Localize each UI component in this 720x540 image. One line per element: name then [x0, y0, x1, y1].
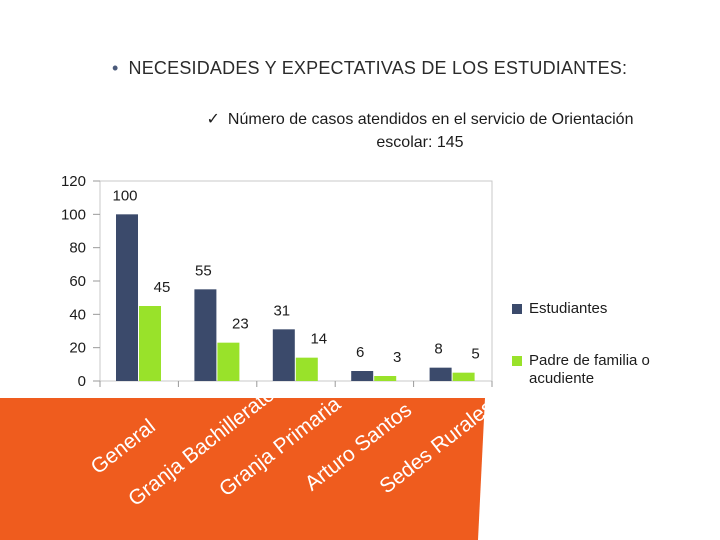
y-tick-label: 40 [69, 306, 86, 323]
legend-label-estudiantes: Estudiantes [529, 300, 608, 317]
subtitle-text: Número de casos atendidos en el servicio… [227, 111, 634, 151]
bar-padres-4 [452, 372, 475, 381]
data-label: 3 [393, 349, 401, 366]
y-tick-label: 120 [61, 173, 86, 190]
chart-subtitle: ✓ Número de casos atendidos en el servici… [200, 108, 640, 154]
data-label: 5 [471, 346, 479, 363]
bar-padres-0 [139, 306, 161, 381]
bar-estudiantes-4 [429, 367, 452, 381]
data-label: 31 [273, 302, 290, 319]
slide-title-text: NECESIDADES Y EXPECTATIVAS DE LOS ESTUDI… [128, 58, 628, 78]
data-label: 100 [112, 187, 137, 204]
legend-swatch-estudiantes [512, 304, 522, 314]
bar-estudiantes-0 [116, 214, 138, 381]
bar-padres-2 [295, 357, 318, 381]
data-label: 14 [310, 331, 327, 348]
bar-padres-3 [374, 376, 397, 381]
legend-swatch-padres [512, 356, 522, 366]
slide-title: • NECESIDADES Y EXPECTATIVAS DE LOS ESTUD… [112, 58, 627, 79]
y-tick-label: 60 [69, 273, 86, 290]
data-label: 6 [356, 344, 364, 361]
legend-label-padres: Padre de familia o acudiente [529, 352, 650, 387]
data-label: 45 [154, 279, 171, 296]
bar-estudiantes-3 [351, 371, 374, 381]
bar-padres-1 [217, 342, 240, 381]
checkmark-icon: ✓ [206, 111, 220, 128]
y-tick-label: 20 [69, 340, 86, 357]
y-tick-label: 100 [61, 206, 86, 223]
y-tick-label: 0 [78, 373, 86, 390]
category-banner [0, 398, 485, 540]
data-label: 23 [232, 316, 249, 333]
bar-estudiantes-2 [272, 329, 295, 381]
y-tick-label: 80 [69, 240, 86, 257]
bullet-icon: • [112, 58, 119, 78]
bar-estudiantes-1 [194, 289, 217, 381]
data-label: 55 [195, 262, 212, 279]
data-label: 8 [434, 341, 442, 358]
